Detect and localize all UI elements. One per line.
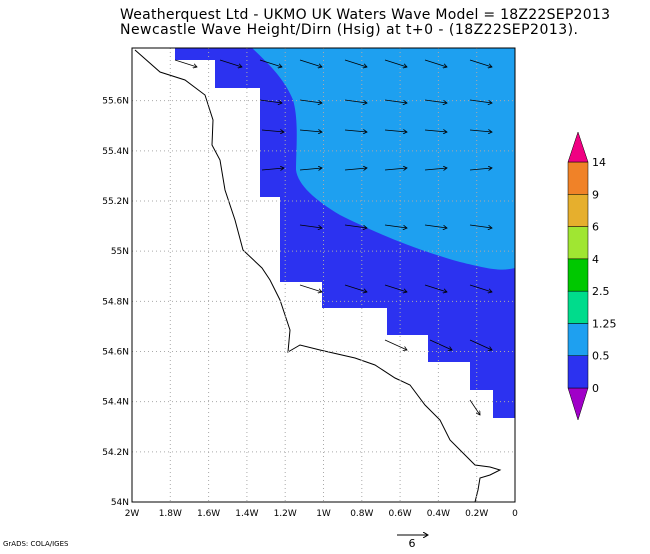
y-tick-label: 54N [111, 498, 129, 508]
colorbar-segment [567, 226, 589, 260]
colorbar-segment [567, 290, 589, 324]
wave-arrow [384, 168, 407, 170]
colorbar-label: 6 [592, 221, 599, 234]
wave-arrow [424, 99, 447, 103]
y-tick-label: 54.8N [102, 297, 129, 307]
colorbar-end-low [567, 387, 589, 421]
x-tick-label: 0.2W [465, 509, 488, 519]
wave-arrow [469, 99, 492, 103]
wave-arrow [429, 339, 452, 350]
x-tick-label: 1.2W [274, 509, 297, 519]
wave-arrow [424, 168, 447, 170]
y-tick-label: 55N [111, 247, 129, 257]
wave-arrow [469, 168, 492, 170]
wave-arrow [344, 99, 367, 103]
x-tick-label: 0.4W [427, 509, 450, 519]
wave-arrow [469, 130, 492, 132]
colorbar-label: 1.25 [592, 317, 617, 330]
colorbar-label: 9 [592, 188, 599, 201]
wave-arrow [299, 59, 322, 67]
wave-arrow [469, 399, 480, 415]
colorbar-label: 14 [592, 156, 606, 169]
wave-arrow [384, 224, 407, 228]
wave-arrow [384, 339, 407, 350]
colorbar-label: 4 [592, 253, 599, 266]
wave-arrow [469, 59, 492, 67]
wave-arrow [384, 130, 407, 132]
wave-arrow [344, 224, 367, 228]
wave-arrow [344, 130, 367, 132]
frame [131, 47, 516, 503]
shading [175, 48, 515, 418]
wave-arrow [424, 130, 447, 132]
x-tick-label: 1.6W [197, 509, 220, 519]
wave-arrow [299, 130, 322, 132]
wave-arrow [344, 168, 367, 170]
wave-arrow [299, 168, 322, 170]
wave-arrow [424, 224, 447, 228]
wave-arrow [261, 130, 284, 132]
wave-arrow [299, 284, 322, 292]
title-line-1: Weatherquest Ltd - UKMO UK Waters Wave M… [120, 7, 610, 23]
coastline [134, 49, 502, 503]
x-tick-label: 1W [316, 509, 331, 519]
y-tick-label: 55.2N [102, 197, 129, 207]
wave-arrow [424, 284, 447, 292]
colorbar-label: 2.5 [592, 285, 610, 298]
wave-arrow [174, 59, 197, 67]
wave-arrow [259, 99, 282, 103]
wave-arrow [384, 59, 407, 67]
colorbar-segment [567, 355, 589, 389]
colorbar-segment [567, 194, 589, 227]
y-tick-label: 54.2N [102, 448, 129, 458]
wave-arrow [469, 339, 492, 350]
y-tick-label: 55.4N [102, 147, 129, 157]
wave-arrow [299, 224, 322, 228]
colorbar-segment [567, 258, 589, 292]
x-tick-label: 0.6W [388, 509, 411, 519]
wave-arrow [261, 168, 284, 170]
colorbar-segment [567, 161, 589, 195]
colorbar-label: 0.5 [592, 350, 610, 363]
credit: GrADS: COLA/IGES [3, 540, 69, 548]
x-tick-label: 0 [512, 509, 518, 519]
wave-arrow [219, 59, 242, 67]
colorbar-end-high [567, 131, 589, 163]
y-tick-label: 54.6N [102, 348, 129, 358]
x-tick-label: 1.4W [235, 509, 258, 519]
wave-arrow [344, 284, 367, 292]
wave-arrow [424, 59, 447, 67]
colorbar-segment [567, 323, 589, 356]
wave-arrow [384, 284, 407, 292]
x-tick-label: 0.8W [350, 509, 373, 519]
colorbar-label: 0 [592, 382, 599, 395]
wave-vectors [131, 48, 516, 503]
wave-arrow [344, 59, 367, 67]
wave-arrow [469, 284, 492, 292]
wave-arrow [299, 99, 322, 103]
vector-key-label: 6 [409, 537, 416, 550]
wave-arrow [469, 224, 492, 228]
y-tick-label: 54.4N [102, 398, 129, 408]
title-line-2: Newcastle Wave Height/Dirn (Hsig) at t+0… [120, 22, 578, 38]
y-tick-label: 55.6N [102, 97, 129, 107]
wave-arrow [384, 99, 407, 103]
x-tick-label: 1.8W [159, 509, 182, 519]
wave-arrow [259, 59, 282, 67]
x-tick-label: 2W [125, 509, 140, 519]
